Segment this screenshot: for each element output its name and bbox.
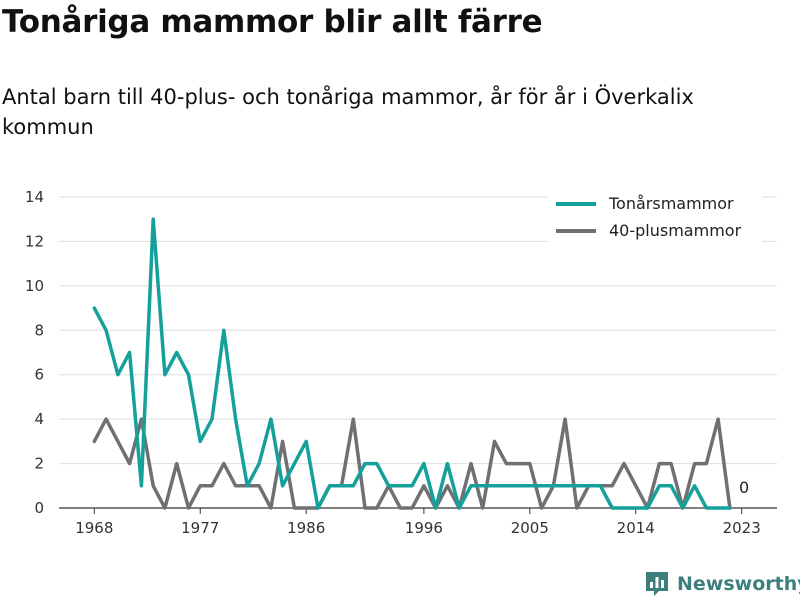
y-tick-label-6: 6 [34, 366, 44, 384]
y-tick-label-10: 10 [25, 277, 44, 295]
x-tick-label-2023: 2023 [723, 519, 761, 537]
series-line-tonarsmammor[interactable] [92, 217, 732, 510]
x-tick-label-2005: 2005 [511, 519, 549, 537]
legend-label-tonarsmammor[interactable]: Tonårsmammor [608, 194, 734, 213]
y-axis: 0 2 4 6 8 10 12 14 [25, 188, 44, 517]
y-tick-label-4: 4 [34, 410, 44, 428]
newsworthy-logo[interactable]: Newsworthy [645, 568, 800, 600]
y-tick-label-2: 2 [34, 455, 44, 473]
x-axis: 1968 1977 1986 1996 2005 2014 2023 [75, 508, 761, 537]
y-tick-label-0: 0 [34, 499, 44, 517]
x-tick-label-2014: 2014 [617, 519, 655, 537]
x-tick-label-1977: 1977 [181, 519, 219, 537]
y-tick-label-14: 14 [25, 188, 44, 206]
end-value-label: 0 [739, 478, 749, 497]
x-tick-label-1968: 1968 [75, 519, 113, 537]
bar-chart-logo-icon [646, 572, 668, 596]
series-lines [92, 217, 732, 510]
brand-name: Newsworthy [677, 573, 800, 595]
legend-background [548, 188, 762, 244]
x-tick-label-1996: 1996 [405, 519, 443, 537]
series-line-40-plusmammor[interactable] [92, 417, 732, 510]
x-tick-label-1986: 1986 [287, 519, 325, 537]
y-tick-label-12: 12 [25, 232, 44, 250]
legend[interactable]: Tonårsmammor 40-plusmammor [548, 188, 762, 244]
chart-subtitle: Antal barn till 40-plus- och tonåriga ma… [2, 85, 694, 139]
gridlines [59, 196, 777, 509]
chart-title: Tonåriga mammor blir allt färre [2, 4, 543, 40]
legend-label-40-plusmammor[interactable]: 40-plusmammor [609, 221, 742, 240]
y-tick-label-8: 8 [34, 321, 44, 339]
